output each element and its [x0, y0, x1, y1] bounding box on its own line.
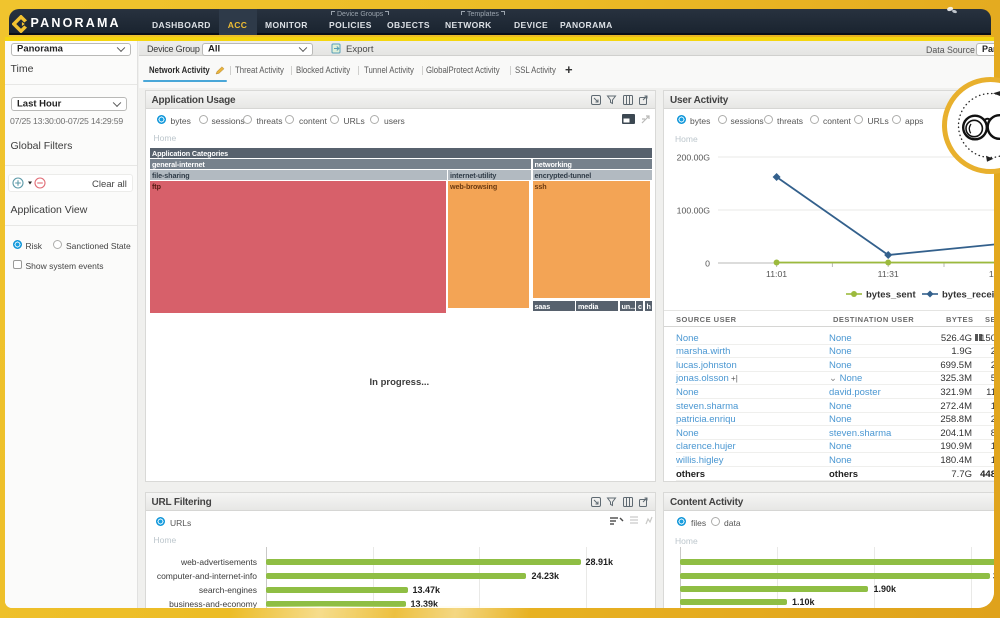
svg-text:bytes_received: bytes_received	[942, 289, 994, 300]
svg-text:11:31: 11:31	[878, 269, 899, 279]
svg-text:100.00G: 100.00G	[677, 206, 711, 216]
svg-text:11:01: 11:01	[766, 269, 787, 279]
svg-text:200.00G: 200.00G	[677, 153, 711, 163]
svg-text:12:01: 12:01	[989, 269, 994, 279]
svg-text:0: 0	[705, 259, 710, 269]
svg-text:bytes_sent: bytes_sent	[866, 289, 916, 300]
